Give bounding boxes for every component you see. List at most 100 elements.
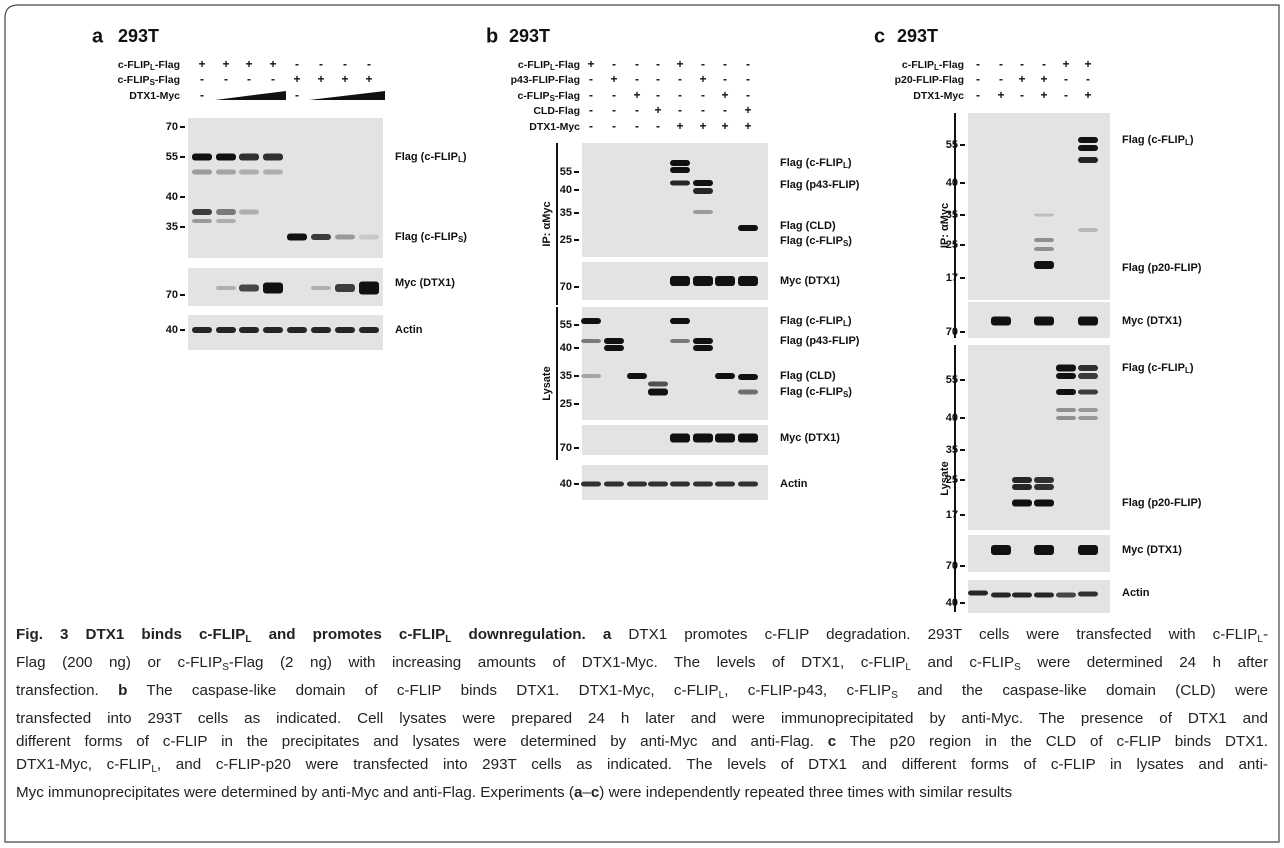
text-part: p43-FLIP-Flag: [511, 74, 580, 86]
caption-line: Fig. 3 DTX1 binds c-FLIPL and promotes c…: [16, 623, 1268, 651]
cell-line: 293T: [509, 26, 550, 46]
sign: +: [1062, 57, 1069, 71]
caption-text: DTX1-Myc, c-FLIP: [16, 756, 151, 773]
row-label: p43-FLIP-Flag: [511, 74, 580, 86]
row-label: c-FLIPL-Flag: [518, 59, 580, 72]
band: [216, 170, 236, 175]
sign: +: [198, 57, 205, 71]
sign: -: [656, 88, 660, 102]
sign: -: [976, 57, 980, 71]
caption-text: Flag (200 ng) or c-FLIP: [16, 654, 222, 671]
panel-letter: a: [92, 25, 104, 47]
caption-line: transfection. b The caspase-like domain …: [16, 679, 1268, 707]
band: [670, 160, 690, 166]
caption-text: S: [1014, 662, 1021, 673]
text-part: -Flag: [555, 59, 580, 71]
text-part: ): [848, 157, 852, 169]
caption-text: -Flag (2 ng) with increasing amounts of …: [229, 654, 906, 671]
band: [287, 234, 307, 241]
band: [311, 286, 331, 290]
sign: +: [610, 72, 617, 86]
sign: +: [222, 57, 229, 71]
text-part: ): [463, 231, 467, 243]
band: [1034, 247, 1054, 251]
sign: -: [656, 119, 660, 133]
band: [1078, 365, 1098, 371]
sign: -: [612, 119, 616, 133]
band: [670, 434, 690, 443]
caption: Fig. 3 DTX1 binds c-FLIPL and promotes c…: [16, 623, 1268, 804]
band: [192, 327, 212, 333]
sign: -: [612, 88, 616, 102]
band: [693, 434, 713, 443]
band: [1034, 500, 1054, 507]
mw-marker: 70: [946, 560, 958, 572]
mw-marker: 35: [946, 444, 958, 456]
band: [216, 327, 236, 333]
row-label: p20-FLIP-Flag: [895, 74, 964, 86]
sign: -: [999, 57, 1003, 71]
text-part: Flag (c-FLIP: [395, 231, 458, 243]
sign: +: [744, 103, 751, 117]
caption-text: Myc immunoprecipitates were determined b…: [16, 784, 574, 801]
mw-marker: 25: [560, 398, 572, 410]
sign: -: [678, 72, 682, 86]
text-part: Flag (c-FLIP: [395, 151, 458, 163]
sign: +: [676, 119, 683, 133]
text-part: c-FLIP: [517, 90, 549, 102]
band: [715, 482, 735, 487]
sign: +: [245, 57, 252, 71]
band: [738, 225, 758, 231]
mw-marker: 35: [560, 370, 572, 382]
band: [693, 180, 713, 186]
group-label: Lysate: [939, 461, 951, 495]
sign: +: [699, 119, 706, 133]
sign: -: [612, 103, 616, 117]
caption-line: transfected into 293T cells as indicated…: [16, 707, 1268, 730]
band: [192, 209, 212, 215]
row-label: c-FLIPS-Flag: [517, 90, 580, 103]
mw-marker: 70: [166, 289, 178, 301]
text-part: Flag (CLD): [780, 370, 836, 382]
sign: -: [678, 103, 682, 117]
band: [693, 482, 713, 487]
text-part: Flag (c-FLIP: [780, 315, 843, 327]
sign: +: [721, 88, 728, 102]
band-label: Flag (c-FLIPS): [780, 386, 852, 399]
sign: -: [589, 103, 593, 117]
band: [648, 382, 668, 387]
caption-text: Fig. 3 DTX1 binds c-FLIP: [16, 626, 245, 643]
band: [1078, 317, 1098, 326]
caption-text: c: [828, 733, 836, 750]
band: [670, 318, 690, 324]
sign: -: [200, 88, 204, 102]
mw-marker: 35: [166, 221, 178, 233]
caption-text: The p20 region in the CLD of c-FLIP bind…: [836, 733, 1268, 750]
sign: -: [295, 88, 299, 102]
sign: +: [721, 119, 728, 133]
mw-marker: 17: [946, 509, 958, 521]
mw-marker: 35: [560, 207, 572, 219]
row-label: c-FLIPL-Flag: [118, 59, 180, 72]
band-label: Actin: [395, 324, 423, 336]
sign: -: [1020, 88, 1024, 102]
amount-wedge: [215, 91, 286, 100]
band: [693, 210, 713, 214]
band: [670, 482, 690, 487]
mw-marker: 70: [166, 121, 178, 133]
text-part: Flag (p20-FLIP): [1122, 262, 1202, 274]
caption-text: DTX1 promotes c-FLIP degradation. 293T c…: [611, 626, 1257, 643]
text-part: CLD-Flag: [533, 105, 580, 117]
band: [1078, 416, 1098, 420]
sign: -: [295, 57, 299, 71]
band: [715, 276, 735, 286]
sign: +: [587, 57, 594, 71]
text-part: Myc (DTX1): [1122, 544, 1182, 556]
band: [1034, 545, 1054, 555]
sign: -: [1086, 72, 1090, 86]
band-label: Flag (CLD): [780, 370, 836, 382]
text-part: c-FLIP: [902, 59, 934, 71]
sign: -: [976, 88, 980, 102]
sign: -: [635, 57, 639, 71]
band: [335, 284, 355, 292]
